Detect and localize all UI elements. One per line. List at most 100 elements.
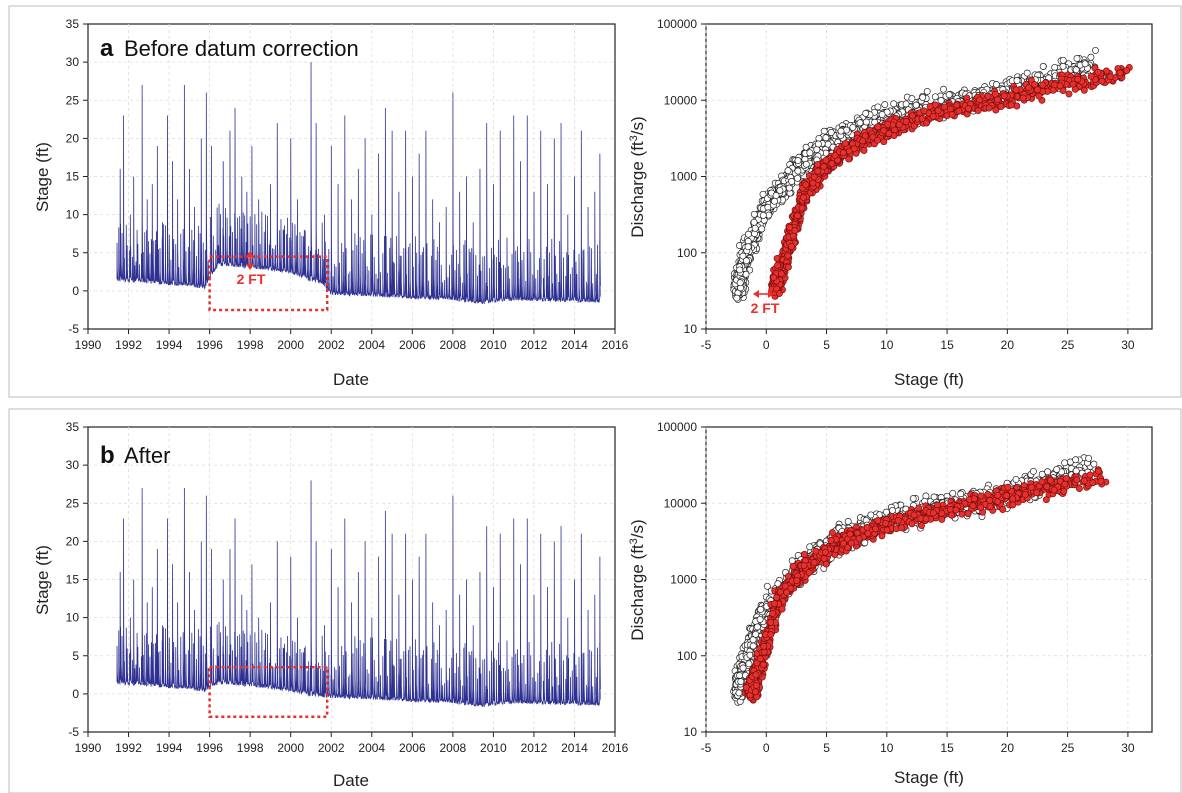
- scatter-point: [1123, 67, 1131, 74]
- scatter-point: [794, 157, 802, 165]
- scatter-point: [1019, 94, 1027, 102]
- scatter-point: [742, 257, 750, 265]
- scatter-point: [862, 118, 870, 126]
- scatter-point: [1069, 80, 1077, 88]
- scatter-point: [883, 526, 891, 534]
- y-tick-label: 10: [66, 611, 80, 625]
- scatter-point: [863, 524, 871, 531]
- scatter-point: [1047, 476, 1054, 484]
- y-axis-label: Stage (ft): [33, 142, 52, 212]
- scatter-point: [874, 103, 882, 111]
- scatter-point: [1059, 62, 1067, 70]
- x-tick-label: 2002: [318, 338, 345, 352]
- scatter-point: [798, 204, 806, 212]
- x-axis-label: Date: [333, 771, 369, 790]
- scatter-point: [1097, 477, 1105, 485]
- scatter-point: [1086, 471, 1094, 479]
- scatter-point: [884, 120, 892, 128]
- x-tick-label: 2000: [277, 741, 304, 755]
- scatter-point: [784, 252, 792, 260]
- scatter-point: [1059, 56, 1067, 64]
- scatter-point: [1085, 454, 1093, 462]
- scatter-point: [839, 149, 847, 157]
- y-tick-label: 10: [684, 322, 698, 336]
- scatter-point: [1038, 478, 1046, 486]
- scatter-point: [894, 516, 902, 524]
- scatter-points: [730, 46, 1133, 303]
- scatter-point: [856, 119, 864, 127]
- scatter-point: [801, 550, 808, 558]
- scatter-point: [895, 121, 903, 129]
- scatter-point: [828, 529, 836, 537]
- scatter-point: [739, 664, 747, 672]
- y-tick-label: 5: [72, 246, 79, 260]
- x-tick-label: 2006: [399, 338, 426, 352]
- scatter-point: [814, 140, 822, 148]
- scatter-point: [937, 97, 945, 104]
- scatter-point: [999, 506, 1007, 513]
- y-tick-label: 100000: [657, 17, 697, 31]
- scatter-point: [822, 134, 830, 142]
- scatter-point: [777, 270, 785, 278]
- scatter-point: [757, 606, 765, 613]
- scatter-point: [733, 294, 741, 302]
- scatter-point: [986, 503, 994, 510]
- scatter-point: [758, 225, 766, 233]
- scatter-point: [926, 103, 934, 110]
- scatter-point: [880, 127, 888, 135]
- scatter-point: [750, 210, 758, 218]
- chart-a-timeseries: 1990 1992 1994 1996 1998 2000 2002 2004 2006 2008…: [33, 17, 629, 389]
- y-tick-label: 30: [66, 55, 80, 69]
- scatter-point: [839, 539, 847, 547]
- scatter-point: [881, 101, 889, 109]
- scatter-point: [810, 559, 818, 566]
- y-tick-label: 15: [66, 573, 80, 587]
- scatter-point: [955, 107, 963, 115]
- x-tick-label: 1992: [115, 741, 142, 755]
- scatter-point: [1094, 467, 1102, 475]
- scatter-point: [827, 129, 835, 136]
- panel-a-frame: [8, 5, 1182, 398]
- x-tick-label: 1994: [156, 338, 183, 352]
- scatter-point: [752, 630, 760, 638]
- axis-ticks: 1990 1992 1994 1996 1998 2000 2002 2004 2006 2008…: [66, 17, 629, 352]
- scatter-point: [1044, 468, 1052, 476]
- scatter-point: [1043, 483, 1051, 491]
- scatter-point: [772, 192, 780, 199]
- scatter-point: [756, 655, 764, 663]
- scatter-point: [977, 503, 985, 511]
- scatter-point: [776, 588, 784, 596]
- scatter-point: [794, 167, 802, 175]
- scatter-point: [737, 678, 745, 686]
- x-tick-label: 2012: [521, 741, 548, 755]
- scatter-point: [1090, 460, 1098, 468]
- scatter-point: [970, 495, 978, 503]
- scatter-point: [890, 100, 898, 108]
- scatter-point: [1049, 86, 1057, 94]
- scatter-point: [946, 505, 954, 513]
- panel-letter-b: b: [100, 442, 115, 469]
- scatter-point: [859, 137, 867, 145]
- y-tick-label: 1000: [670, 170, 697, 184]
- scatter-point: [1056, 82, 1064, 90]
- scatter-point: [784, 263, 792, 271]
- scatter-point: [938, 515, 946, 523]
- scatter-point: [785, 184, 793, 192]
- stage-series-line: [116, 62, 601, 304]
- scatter-point: [793, 576, 801, 584]
- scatter-point: [736, 279, 744, 287]
- y-tick-label: 10: [66, 208, 80, 222]
- scatter-point: [794, 212, 801, 220]
- scatter-point: [931, 93, 939, 101]
- scatter-point: [977, 492, 985, 500]
- y-tick-label: 15: [66, 170, 80, 184]
- scatter-point: [920, 107, 928, 115]
- scatter-point: [775, 290, 783, 298]
- x-tick-label: 1992: [115, 338, 142, 352]
- x-tick-label: -5: [701, 338, 712, 352]
- scatter-point: [828, 160, 836, 168]
- scatter-point: [841, 139, 849, 147]
- scatter-point: [976, 96, 983, 104]
